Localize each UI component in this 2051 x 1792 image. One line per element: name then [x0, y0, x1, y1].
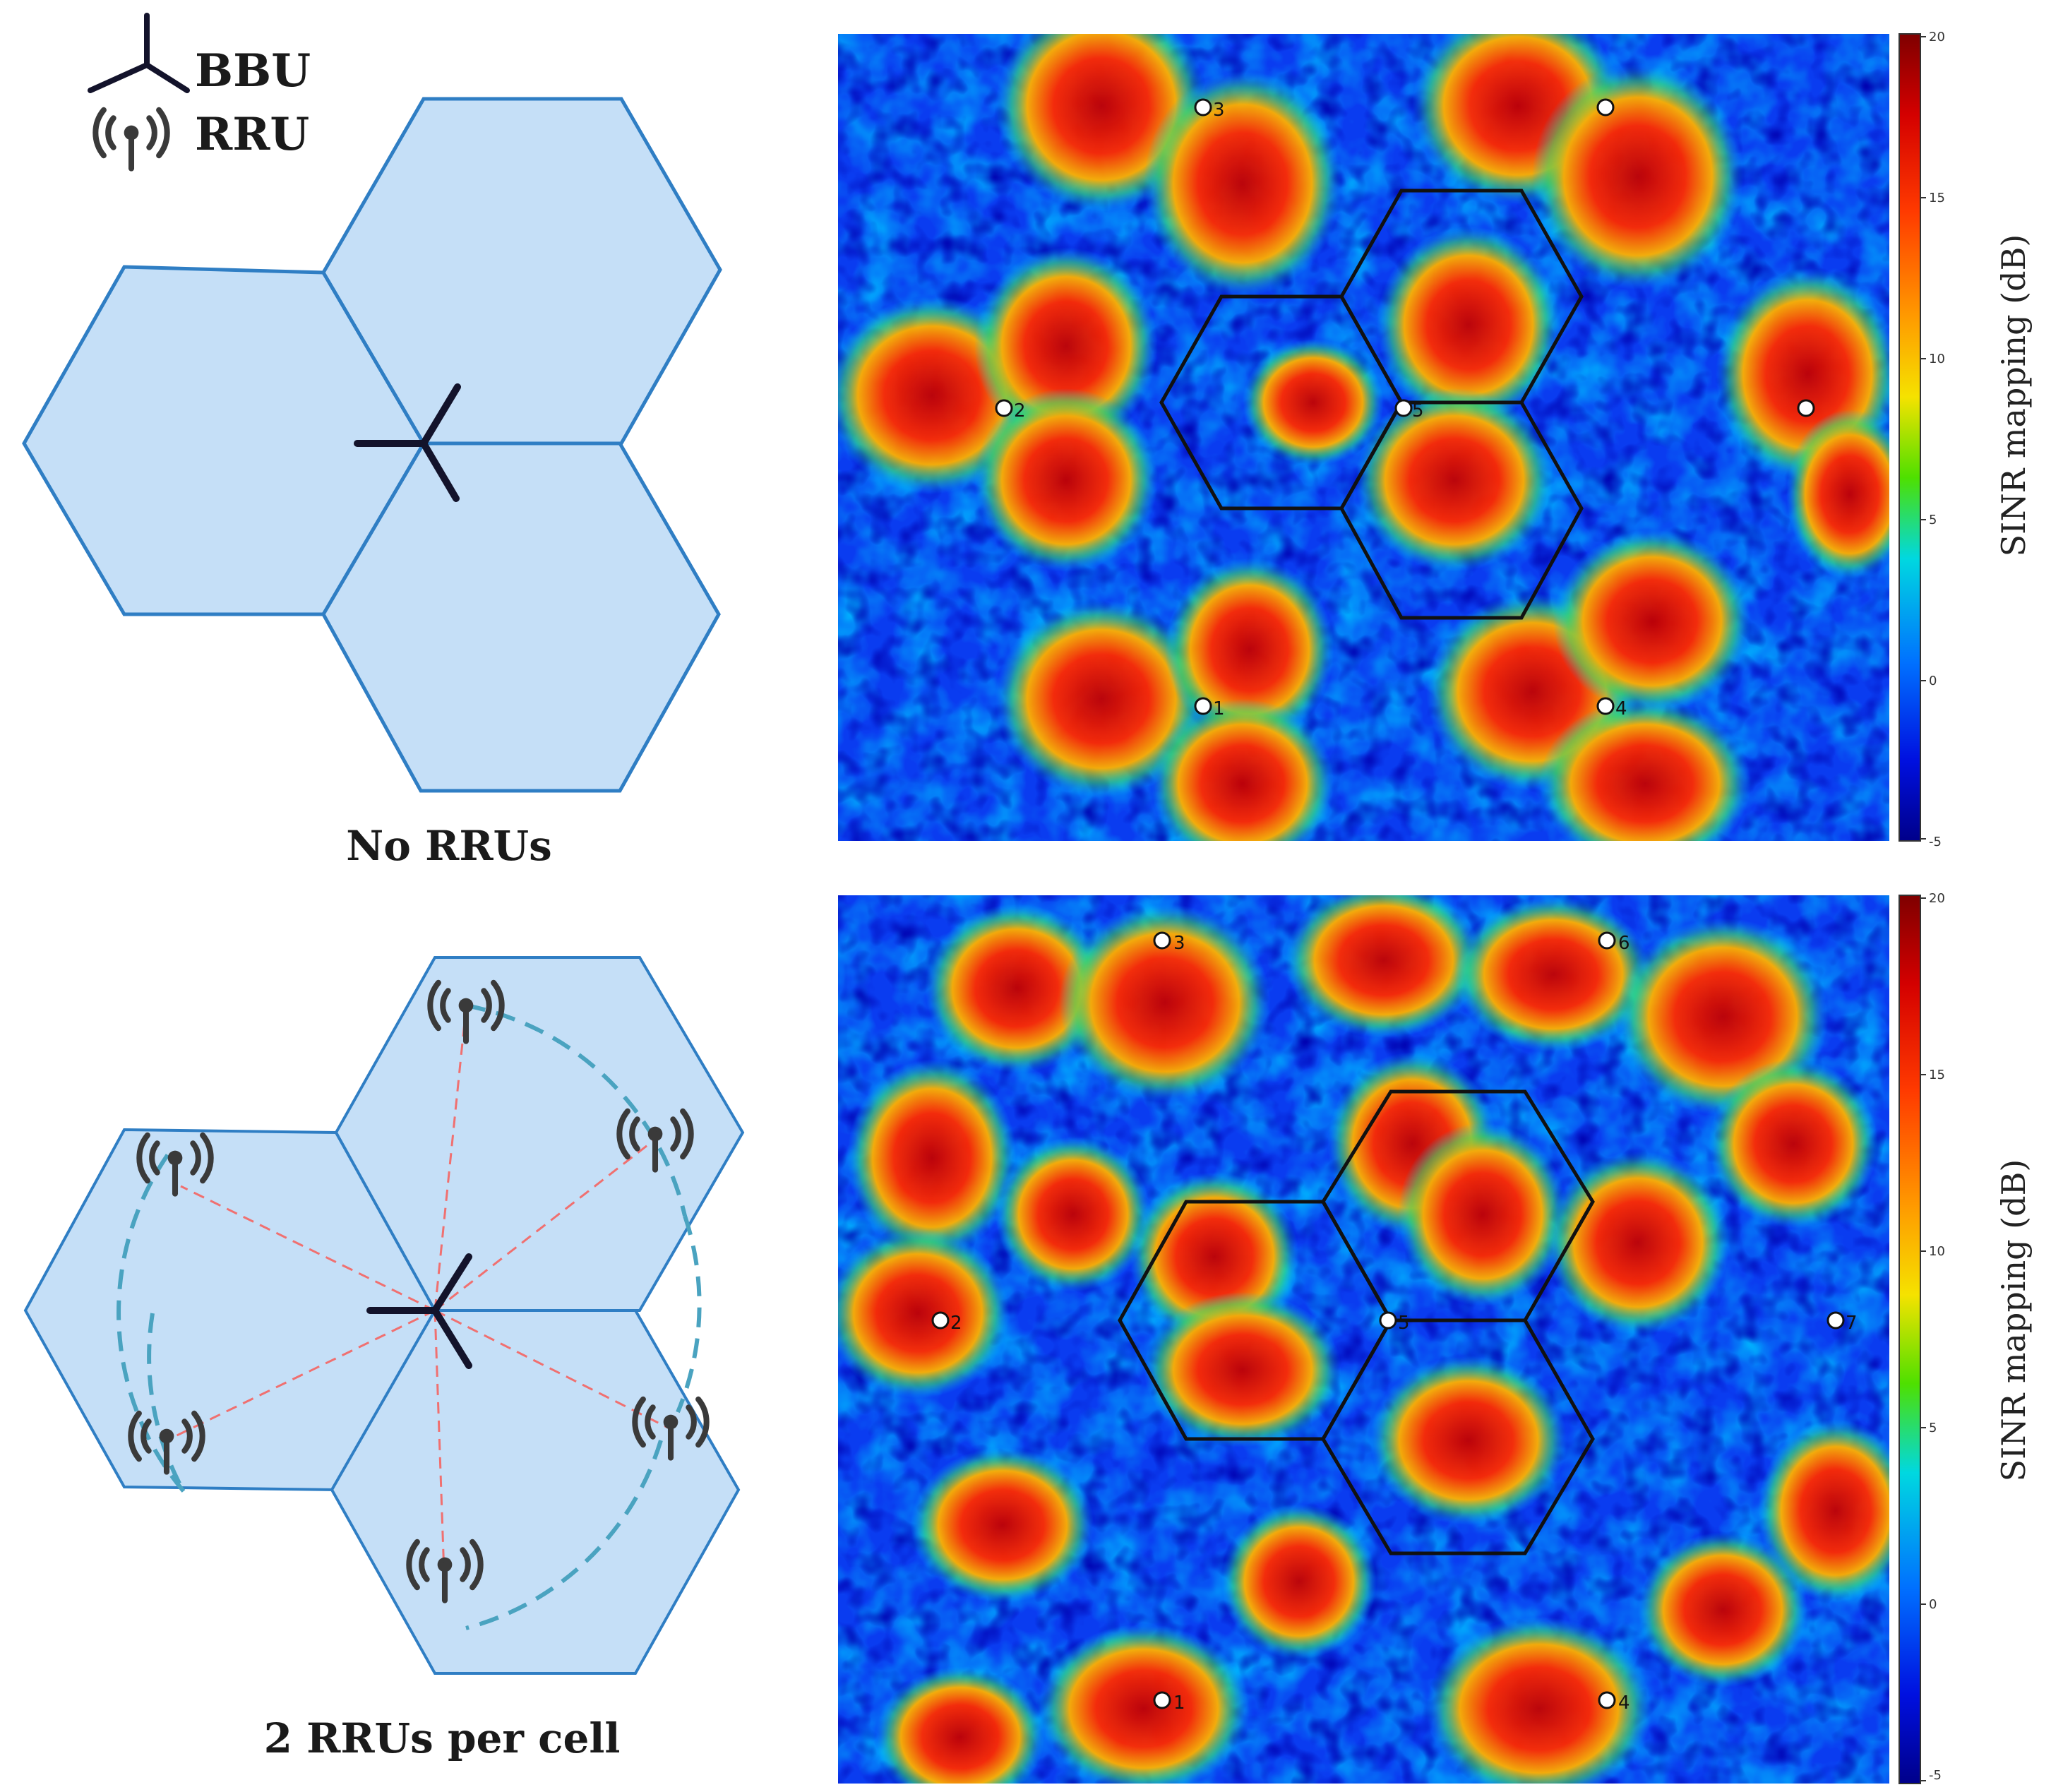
- colorbar-tick: 15: [1929, 1068, 1945, 1082]
- site-label: 1: [1173, 1692, 1185, 1714]
- site-label: 4: [1615, 698, 1627, 719]
- cell-hexagon-top: [334, 956, 745, 1312]
- panel-caption-2-rrus: 2 RRUs per cell: [264, 1714, 621, 1762]
- rru-legend-icon: [95, 110, 167, 169]
- site-label: 3: [1213, 100, 1225, 121]
- colorbar-tick: 20: [1929, 30, 1945, 44]
- coverage-arc: [116, 1003, 687, 1630]
- site-label: 5: [1398, 1313, 1410, 1334]
- rru-legend-label: RRU: [195, 108, 309, 161]
- panel-caption-no-rrus: No RRUs: [346, 822, 552, 870]
- site-label: 2: [1014, 400, 1026, 422]
- bbu-legend-label: BBU: [195, 44, 311, 97]
- bbu-legend-icon: [88, 13, 190, 93]
- colorbar-tick: -5: [1929, 1768, 1942, 1783]
- cell-outline: [1321, 1318, 1595, 1555]
- colorbar-label: SINR mapping (dB): [1995, 1159, 2033, 1482]
- colorbar-top: 20 15 10 5 0 -5 SINR mapping (dB): [1898, 30, 2033, 849]
- colorbar-tick: 10: [1929, 352, 1945, 366]
- cell-diagram-no-rru: No RRUs: [22, 97, 722, 870]
- site-label: 7: [1846, 1313, 1858, 1334]
- colorbar-label: SINR mapping (dB): [1995, 234, 2033, 557]
- colorbar-tick: -5: [1929, 835, 1942, 849]
- site-label: 5: [1412, 400, 1424, 422]
- colorbar-tick: 0: [1929, 1597, 1937, 1612]
- colorbar-tick: 15: [1929, 191, 1945, 205]
- sinr-heatmap-2-rru: [838, 895, 1889, 1784]
- bbu-icon: [366, 1253, 472, 1369]
- site-label: 6: [1618, 933, 1630, 954]
- bbu-icon: [354, 383, 461, 502]
- cell-diagram-2-rru: 2 RRUs per cell: [23, 956, 745, 1762]
- bbu-rru-links: [166, 1008, 671, 1595]
- cell-hexagon-bottom: [330, 1309, 741, 1675]
- colorbar-tick: 10: [1929, 1244, 1945, 1259]
- sinr-heatmap-no-rru: [838, 34, 1889, 841]
- cell-hexagon-bottom: [321, 441, 721, 793]
- colorbar-tick: 5: [1929, 1421, 1937, 1435]
- site-label: 3: [1173, 933, 1185, 954]
- site-markers-top: 3 2 5 1 4: [995, 98, 1815, 719]
- site-label: 2: [950, 1313, 962, 1334]
- site-label: 4: [1618, 1692, 1630, 1714]
- cell-outline: [1339, 400, 1584, 620]
- legend: BBU RRU: [88, 13, 311, 169]
- site-label: 1: [1213, 698, 1225, 719]
- colorbar-tick: 5: [1929, 513, 1937, 527]
- site-markers-bottom: 3 6 2 5 7 1 4: [931, 931, 1858, 1714]
- colorbar-bottom: 20 15 10 5 0 -5 SINR mapping (dB): [1898, 891, 2033, 1784]
- colorbar-tick: 0: [1929, 674, 1937, 688]
- colorbar-tick: 20: [1929, 891, 1945, 906]
